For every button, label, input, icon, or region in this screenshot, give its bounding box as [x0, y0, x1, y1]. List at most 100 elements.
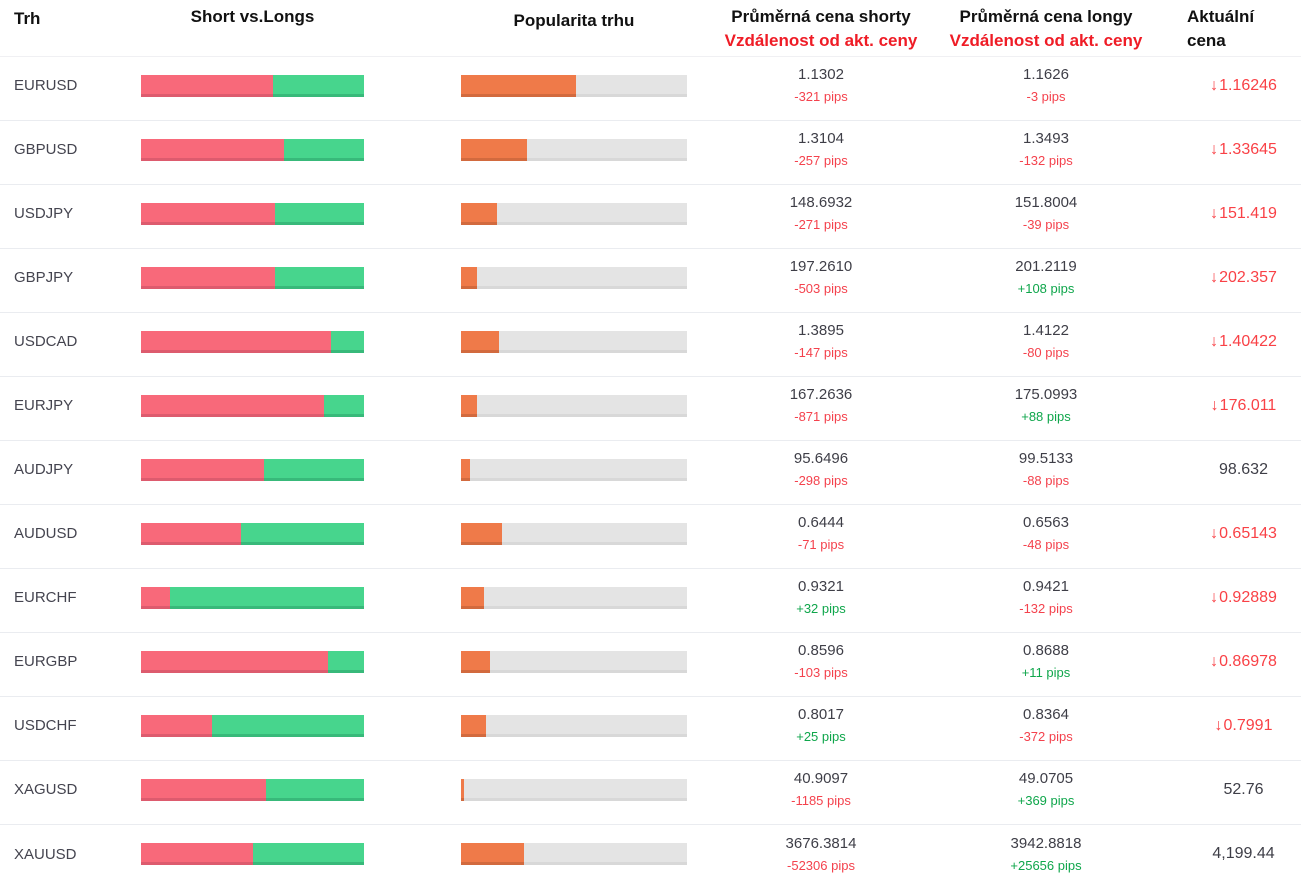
popularity-fill [461, 714, 486, 737]
long-avg-price: 0.9421 [1023, 578, 1069, 595]
short-vs-longs-bar [141, 266, 364, 289]
current-price-value: 0.65143 [1219, 524, 1277, 542]
short-bar-segment [141, 778, 266, 801]
down-arrow-icon: ↓ [1210, 140, 1219, 158]
short-vs-longs-cell [141, 714, 461, 737]
long-distance: -372 pips [1019, 729, 1073, 744]
table-row: USDCAD 1.3895 -147 pips 1.4122 -80 pips … [0, 313, 1301, 377]
down-arrow-icon: ↓ [1210, 76, 1219, 94]
table-row: USDCHF 0.8017 +25 pips 0.8364 -372 pips … [0, 697, 1301, 761]
long-avg-price: 1.4122 [1023, 322, 1069, 339]
short-avg-price: 1.3104 [798, 130, 844, 147]
short-vs-longs-bar [141, 778, 364, 801]
popularity-fill [461, 138, 527, 161]
current-price-value: 1.16246 [1219, 76, 1277, 94]
popularity-cell [461, 458, 706, 481]
table-row: GBPJPY 197.2610 -503 pips 201.2119 +108 … [0, 249, 1301, 313]
long-bar-segment [330, 330, 364, 353]
long-bar-segment [212, 714, 364, 737]
short-avg-cell: 95.6496 -298 pips [706, 449, 936, 490]
current-price: ↓176.011 [1156, 397, 1301, 415]
popularity-bar [461, 330, 687, 353]
short-bar-segment [141, 843, 253, 865]
market-label: EURCHF [14, 589, 77, 606]
short-avg-cell: 167.2636 -871 pips [706, 385, 936, 426]
short-bar-segment [141, 266, 275, 289]
short-avg-price: 0.8596 [798, 642, 844, 659]
long-avg-cell: 175.0993 +88 pips [936, 385, 1156, 426]
long-avg-price: 151.8004 [1014, 194, 1078, 211]
long-avg-cell: 1.4122 -80 pips [936, 321, 1156, 362]
short-vs-longs-bar [141, 843, 364, 865]
long-avg-price: 0.8364 [1023, 706, 1069, 723]
table-header: Trh Short vs.Longs Popularita trhu Průmě… [0, 0, 1301, 57]
short-bar-segment [141, 714, 213, 737]
popularity-fill [461, 778, 465, 801]
short-avg-price: 148.6932 [789, 194, 853, 211]
header-long-avg: Průměrná cena longy Vzdálenost od akt. c… [936, 5, 1156, 56]
short-bar-segment [141, 138, 284, 161]
long-bar-segment [263, 458, 364, 481]
short-vs-longs-bar [141, 74, 364, 97]
short-avg-price: 1.1302 [798, 66, 844, 83]
long-bar-segment [265, 778, 364, 801]
header-short-distance-title: Vzdálenost od akt. ceny [724, 31, 918, 50]
current-price-value: 0.92889 [1219, 588, 1277, 606]
market-label: GBPUSD [14, 141, 78, 158]
popularity-fill [461, 330, 500, 353]
down-arrow-icon: ↓ [1210, 652, 1219, 670]
current-price-value: 176.011 [1219, 396, 1277, 414]
popularity-fill [461, 843, 525, 865]
short-avg-price: 1.3895 [798, 322, 844, 339]
market-label: USDCHF [14, 717, 77, 734]
header-long-distance-title: Vzdálenost od akt. ceny [949, 31, 1143, 50]
popularity-fill [461, 650, 491, 673]
long-avg-price: 49.0705 [1018, 770, 1074, 787]
short-avg-price: 197.2610 [789, 258, 853, 275]
short-avg-cell: 0.8017 +25 pips [706, 705, 936, 746]
popularity-bar [461, 74, 687, 97]
long-bar-segment [241, 522, 364, 545]
current-price: ↓52.76 [1156, 781, 1301, 799]
short-bar-segment [141, 458, 264, 481]
short-avg-price: 0.6444 [798, 514, 844, 531]
popularity-bar [461, 586, 687, 609]
short-distance: -321 pips [794, 89, 848, 104]
long-avg-price: 0.6563 [1023, 514, 1069, 531]
long-bar-segment [252, 843, 364, 865]
short-vs-longs-bar [141, 202, 364, 225]
short-vs-longs-cell [141, 458, 461, 481]
short-avg-cell: 40.9097 -1185 pips [706, 769, 936, 810]
header-short-avg-title: Průměrná cena shorty [731, 7, 911, 26]
popularity-bar [461, 522, 687, 545]
header-market: Trh [14, 9, 41, 28]
short-avg-price: 3676.3814 [785, 834, 857, 852]
long-avg-cell: 0.6563 -48 pips [936, 513, 1156, 554]
header-short-avg: Průměrná cena shorty Vzdálenost od akt. … [706, 5, 936, 56]
long-distance: +369 pips [1017, 793, 1075, 808]
market-label: XAUUSD [14, 845, 77, 863]
down-arrow-icon: ↓ [1210, 588, 1219, 606]
long-avg-price: 1.3493 [1023, 130, 1069, 147]
current-price-value: 151.419 [1219, 204, 1277, 222]
popularity-cell [461, 74, 706, 97]
popularity-fill [461, 522, 502, 545]
popularity-bar [461, 202, 687, 225]
popularity-cell [461, 586, 706, 609]
table-row: EURGBP 0.8596 -103 pips 0.8688 +11 pips … [0, 633, 1301, 697]
long-distance: -3 pips [1026, 89, 1066, 104]
table-row: USDJPY 148.6932 -271 pips 151.8004 -39 p… [0, 185, 1301, 249]
short-vs-longs-bar [141, 650, 364, 673]
short-distance: -271 pips [794, 217, 848, 232]
short-avg-price: 40.9097 [793, 770, 849, 787]
short-vs-longs-cell [141, 330, 461, 353]
down-arrow-icon: ↓ [1210, 268, 1219, 286]
popularity-bar [461, 714, 687, 737]
long-distance: +108 pips [1017, 281, 1075, 296]
short-avg-price: 95.6496 [793, 450, 849, 467]
popularity-cell [461, 330, 706, 353]
long-avg-price: 3942.8818 [1010, 834, 1082, 852]
current-price-value: 202.357 [1219, 268, 1277, 286]
short-avg-cell: 3676.3814 -52306 pips [706, 834, 936, 875]
long-avg-cell: 0.8364 -372 pips [936, 705, 1156, 746]
